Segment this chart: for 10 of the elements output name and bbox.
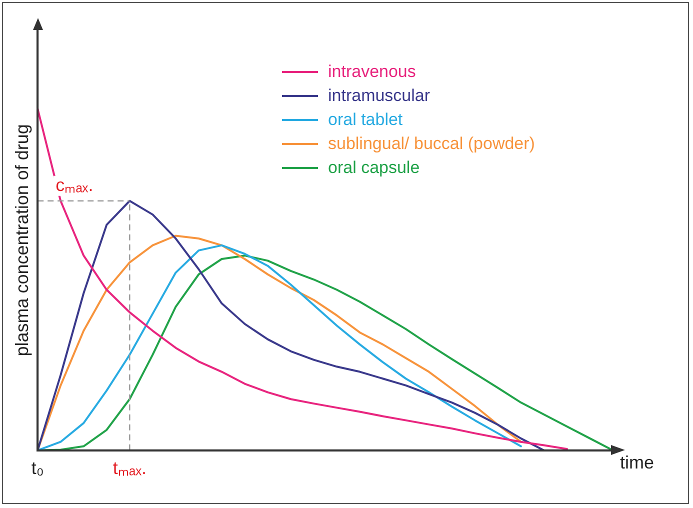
legend-label: oral capsule xyxy=(328,158,420,178)
ref-line-label: cₘₐₓ. xyxy=(56,174,94,195)
x-tick-label: tₘₐₓ. xyxy=(112,458,146,478)
x-tick-label: t₀ xyxy=(31,458,44,478)
legend-label: oral tablet xyxy=(328,110,403,130)
legend-label: sublingual/ buccal (powder) xyxy=(328,134,535,154)
legend-label: intramuscular xyxy=(328,86,430,106)
legend-label: intravenous xyxy=(328,62,416,82)
x-axis-title: time xyxy=(620,452,654,472)
y-axis-title: plasma concentration of drug xyxy=(12,124,32,356)
